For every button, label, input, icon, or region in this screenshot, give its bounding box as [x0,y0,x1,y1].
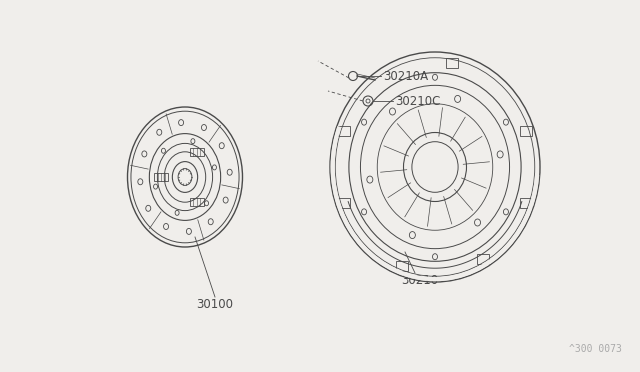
Text: 30210C: 30210C [395,94,440,108]
Text: 30210: 30210 [401,273,438,286]
Text: 30100: 30100 [196,298,234,311]
Bar [477,254,490,264]
Ellipse shape [412,142,458,192]
Text: 30210A: 30210A [383,70,428,83]
Bar [520,126,532,136]
Bar [446,58,458,68]
Text: ^300 0073: ^300 0073 [569,344,622,354]
Bar [520,198,532,208]
Bar [338,198,350,208]
Bar [396,262,408,272]
Bar [338,126,350,136]
Bar [190,198,204,206]
Bar [154,173,168,181]
Bar [190,148,204,156]
